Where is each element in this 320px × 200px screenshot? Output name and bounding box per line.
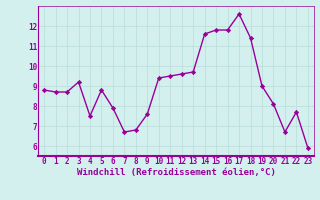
X-axis label: Windchill (Refroidissement éolien,°C): Windchill (Refroidissement éolien,°C) [76, 168, 276, 177]
